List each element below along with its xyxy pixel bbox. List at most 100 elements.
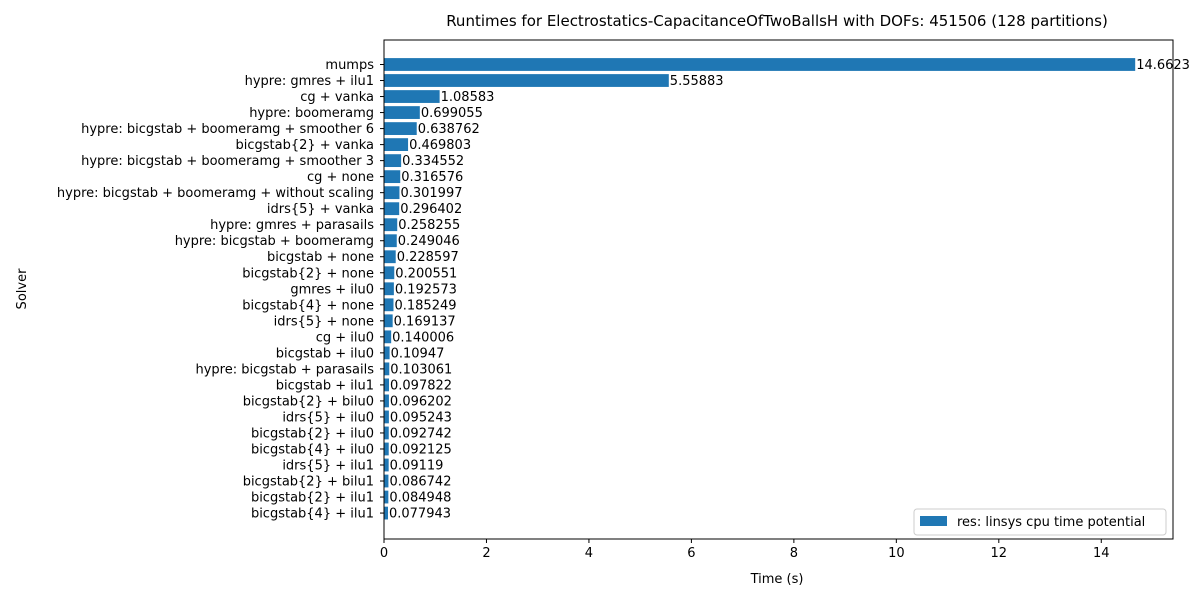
- y-tick-label: hypre: boomeramg: [249, 106, 374, 121]
- bar-value-label: 0.140006: [392, 330, 454, 345]
- x-tick-label: 14: [1093, 546, 1110, 561]
- bar-value-label: 0.169137: [394, 314, 456, 329]
- bar: [384, 394, 389, 408]
- legend-frame: [913, 508, 1167, 536]
- y-tick-label: bicgstab{4} + ilu0: [251, 442, 374, 457]
- y-tick-label: mumps: [325, 58, 374, 73]
- x-tick-label: 10: [888, 546, 905, 561]
- bar: [384, 202, 400, 216]
- y-tick-label: hypre: bicgstab + boomeramg: [175, 234, 374, 249]
- bar: [384, 266, 395, 280]
- bar: [384, 410, 389, 424]
- y-tick-label: bicgstab{2} + bilu0: [243, 394, 374, 409]
- chart-title: Runtimes for Electrostatics-CapacitanceO…: [446, 12, 1108, 30]
- bar-value-label: 14.6623: [1136, 58, 1190, 73]
- bar: [384, 474, 389, 488]
- bar: [384, 234, 397, 248]
- bar-value-label: 1.08583: [441, 90, 495, 105]
- legend-label: res: linsys cpu time potential: [957, 515, 1145, 530]
- bar: [384, 282, 394, 296]
- bar: [384, 106, 420, 119]
- bar-value-label: 0.09119: [390, 459, 444, 474]
- y-tick-label: gmres + ilu0: [290, 282, 374, 297]
- y-tick-label: hypre: gmres + ilu1: [245, 74, 374, 89]
- bar: [384, 490, 389, 504]
- bar-value-label: 0.095243: [390, 410, 452, 425]
- bar-value-label: 0.334552: [402, 154, 464, 169]
- bar-value-label: 0.228597: [397, 250, 459, 265]
- y-axis-label: Solver: [15, 268, 30, 310]
- legend: res: linsys cpu time potential: [913, 508, 1167, 536]
- x-axis-ticks: 0 2 4 6 8 10 12 14: [380, 539, 1110, 561]
- y-tick-label: hypre: bicgstab + boomeramg + smoother 6: [81, 122, 374, 137]
- bar-value-label: 0.092125: [390, 442, 452, 457]
- bar-value-label: 0.301997: [400, 186, 462, 201]
- bar: [384, 314, 393, 328]
- bar-value-label: 0.084948: [389, 491, 451, 506]
- y-tick-label: bicgstab + none: [267, 250, 374, 265]
- bar: [384, 330, 392, 344]
- x-tick-label: 12: [991, 546, 1008, 561]
- plot-frame: [383, 39, 1174, 540]
- bar-value-label: 0.200551: [395, 266, 457, 281]
- x-tick-label: 2: [482, 546, 490, 561]
- x-tick-label: 6: [687, 546, 695, 561]
- legend-swatch: [920, 516, 947, 526]
- y-tick-label: bicgstab + ilu0: [276, 346, 374, 361]
- y-tick-label: bicgstab{2} + vanka: [236, 138, 375, 153]
- bar-value-label: 0.316576: [401, 170, 463, 185]
- y-tick-label: bicgstab{2} + ilu0: [251, 426, 374, 441]
- y-tick-label: bicgstab + ilu1: [276, 378, 374, 393]
- bar-value-label: 0.086742: [389, 475, 451, 490]
- bar: [384, 362, 390, 376]
- bar-value-label: 0.185249: [394, 298, 456, 313]
- x-tick-label: 0: [380, 546, 388, 561]
- y-tick-label: bicgstab{2} + bilu1: [243, 475, 374, 490]
- bar: [384, 426, 389, 440]
- y-tick-label: cg + none: [307, 170, 374, 185]
- y-tick-label: idrs{5} + vanka: [267, 202, 374, 217]
- y-tick-label: bicgstab{2} + ilu1: [251, 491, 374, 506]
- bar: [384, 218, 398, 232]
- y-tick-label: idrs{5} + ilu1: [282, 459, 374, 474]
- bar-value-label: 0.249046: [398, 234, 460, 249]
- y-tick-label: bicgstab{4} + ilu1: [251, 507, 374, 522]
- y-tick-label: cg + ilu0: [316, 330, 374, 345]
- bar-value-label: 5.55883: [670, 74, 724, 89]
- bar: [384, 298, 394, 312]
- bar: [384, 458, 389, 472]
- bar: [384, 58, 1136, 71]
- bar: [384, 250, 396, 264]
- bar: [384, 154, 402, 168]
- bar-value-label: 0.469803: [409, 138, 471, 153]
- bar: [384, 170, 401, 184]
- bar-value-label: 0.638762: [418, 122, 480, 137]
- bar: [384, 122, 417, 135]
- x-axis-label: Time (s): [750, 572, 804, 587]
- value-labels: 14.6623 5.55883 1.085830.6990550.6387620.4…: [389, 58, 1190, 522]
- x-tick-label: 8: [790, 546, 798, 561]
- bars: [384, 58, 1136, 520]
- bar-value-label: 0.699055: [421, 106, 483, 121]
- y-tick-label: bicgstab{2} + none: [242, 266, 374, 281]
- bar-value-label: 0.296402: [400, 202, 462, 217]
- bar-value-label: 0.092742: [390, 426, 452, 441]
- bar-value-label: 0.077943: [389, 507, 451, 522]
- y-tick-label: hypre: bicgstab + boomeramg + without sc…: [57, 186, 374, 201]
- bar: [384, 442, 389, 456]
- y-tick-label: hypre: bicgstab + boomeramg + smoother 3: [81, 154, 374, 169]
- bar-value-label: 0.096202: [390, 394, 452, 409]
- bar: [384, 74, 669, 87]
- bar-value-label: 0.258255: [398, 218, 460, 233]
- y-tick-label: idrs{5} + ilu0: [282, 410, 374, 425]
- x-tick-label: 4: [585, 546, 593, 561]
- bar-value-label: 0.192573: [395, 282, 457, 297]
- bar-value-label: 0.097822: [390, 378, 452, 393]
- bar: [384, 346, 390, 360]
- bar: [384, 378, 390, 392]
- y-tick-label: bicgstab{4} + none: [242, 298, 374, 313]
- bar: [384, 506, 388, 520]
